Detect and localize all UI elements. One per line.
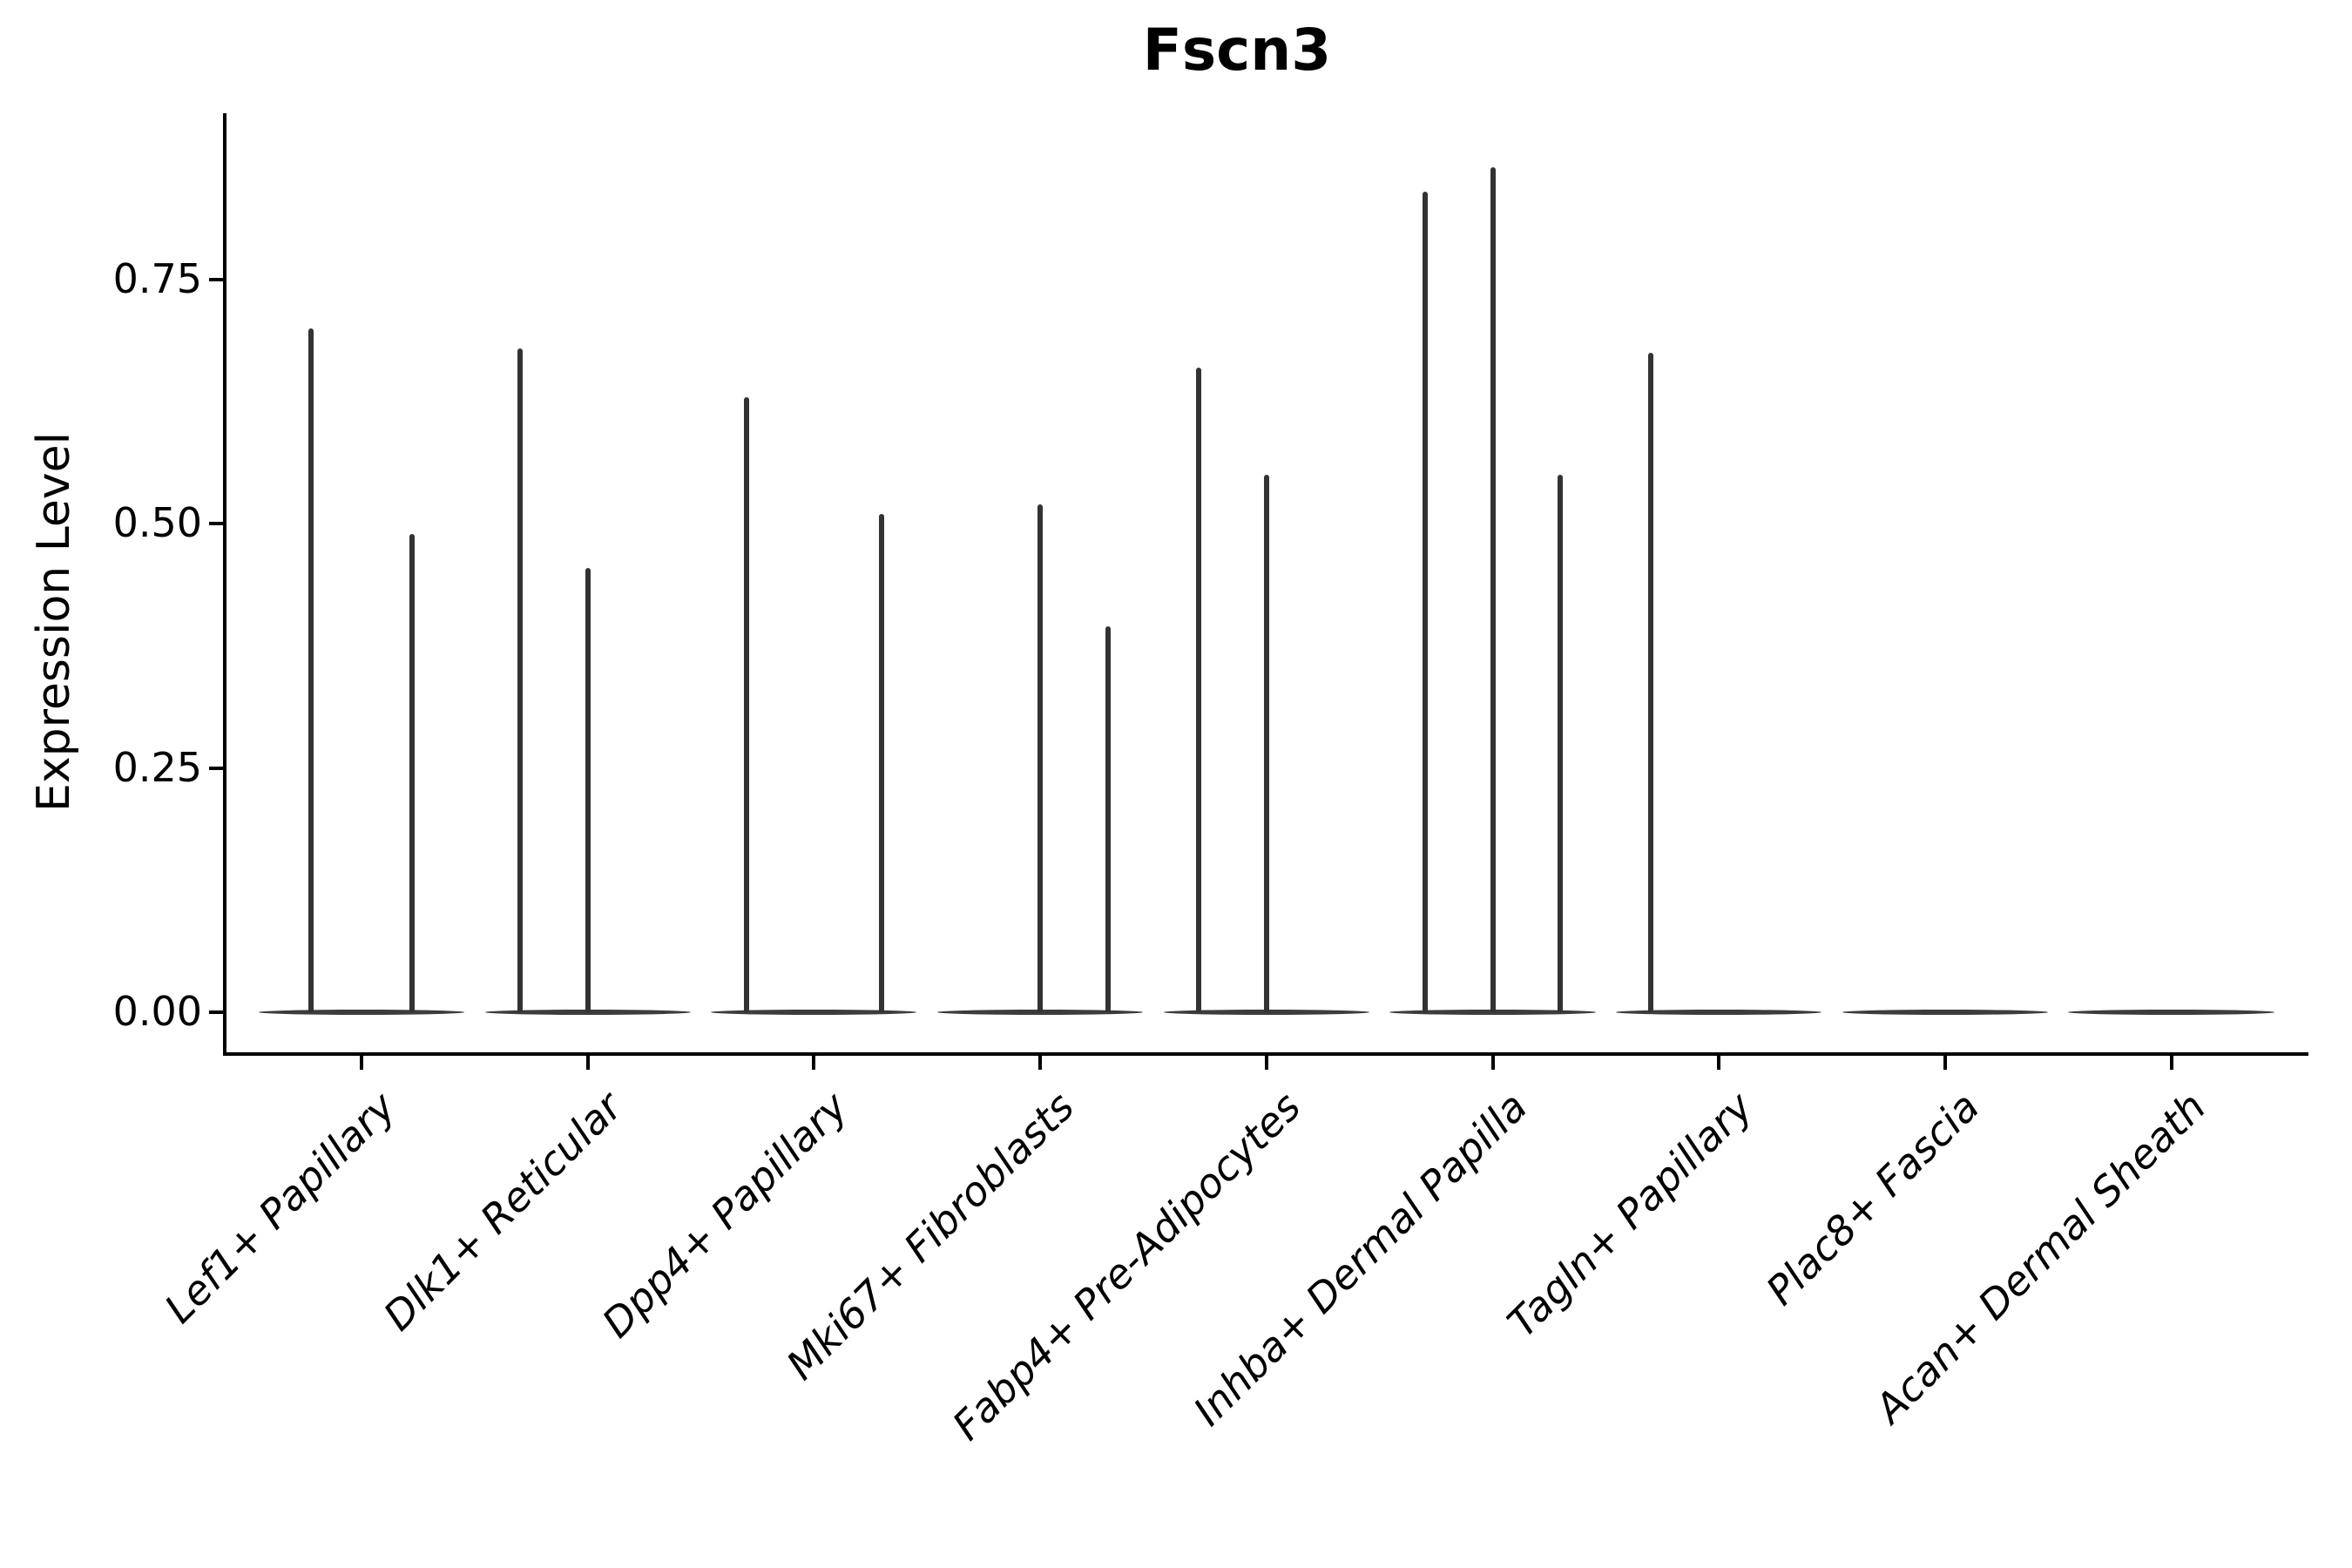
y-tick-mark bbox=[209, 522, 223, 526]
x-tick-mark bbox=[812, 1056, 816, 1070]
x-tick-mark bbox=[1264, 1056, 1268, 1070]
x-axis-line bbox=[223, 1052, 2308, 1056]
violin-spike bbox=[1490, 167, 1496, 1012]
x-axis-category-label: Dpp4+ Papillary bbox=[593, 1083, 857, 1347]
y-axis-line bbox=[223, 113, 226, 1056]
x-tick-mark bbox=[1038, 1056, 1043, 1070]
x-axis-category-label: Dlk1+ Reticular bbox=[374, 1083, 632, 1340]
x-axis-category-label: Acan+ Dermal Sheath bbox=[1865, 1083, 2214, 1432]
violin-spike bbox=[308, 328, 314, 1012]
y-tick-mark bbox=[209, 1010, 223, 1014]
x-axis-category-label: Plac8+ Fascia bbox=[1756, 1083, 1989, 1315]
x-tick-mark bbox=[2169, 1056, 2173, 1070]
violin-spike bbox=[743, 396, 749, 1012]
violin-spike bbox=[585, 567, 591, 1012]
violin-baseline bbox=[711, 1010, 917, 1015]
y-tick-label: 0.75 bbox=[112, 255, 202, 302]
violin-baseline bbox=[1616, 1010, 1822, 1015]
violin-spike bbox=[1422, 192, 1428, 1012]
violin-spike bbox=[1263, 475, 1269, 1012]
y-tick-mark bbox=[209, 766, 223, 770]
x-axis-category-label: Fabp4+ Pre-Adipocytes bbox=[943, 1083, 1310, 1450]
violin-spike bbox=[1195, 367, 1201, 1012]
x-tick-mark bbox=[1943, 1056, 1947, 1070]
violin-spike bbox=[1558, 475, 1564, 1012]
x-axis-category-label: Tagln+ Papillary bbox=[1498, 1083, 1762, 1347]
violin-baseline bbox=[258, 1010, 465, 1015]
violin-baseline bbox=[1842, 1010, 2048, 1015]
violin-spike bbox=[1105, 626, 1111, 1012]
violin-spike bbox=[879, 514, 885, 1012]
violin-baseline bbox=[1389, 1010, 1596, 1015]
x-tick-mark bbox=[1490, 1056, 1495, 1070]
x-tick-mark bbox=[585, 1056, 590, 1070]
violin-spike bbox=[517, 348, 523, 1012]
x-axis-category-label: Inhba+ Dermal Papilla bbox=[1184, 1083, 1536, 1436]
violin-spike bbox=[1037, 504, 1044, 1012]
violin-baseline bbox=[484, 1010, 691, 1015]
x-tick-mark bbox=[1717, 1056, 1721, 1070]
y-tick-label: 0.50 bbox=[112, 499, 202, 547]
violin-spike bbox=[1648, 353, 1654, 1012]
violin-baseline bbox=[2068, 1010, 2274, 1015]
x-axis-category-label: Mki67+ Fibroblasts bbox=[777, 1083, 1084, 1389]
violin-spike bbox=[409, 533, 416, 1012]
plot-title: Fscn3 bbox=[1142, 17, 1332, 84]
y-tick-label: 0.25 bbox=[112, 743, 202, 791]
y-tick-mark bbox=[209, 278, 223, 281]
y-tick-label: 0.00 bbox=[112, 988, 202, 1035]
x-tick-mark bbox=[360, 1056, 363, 1070]
violin-baseline bbox=[936, 1010, 1144, 1015]
x-axis-category-label: Lef1+ Papillary bbox=[155, 1083, 405, 1333]
y-axis-label: Expression Level bbox=[28, 431, 80, 813]
violin-baseline bbox=[1163, 1010, 1369, 1015]
